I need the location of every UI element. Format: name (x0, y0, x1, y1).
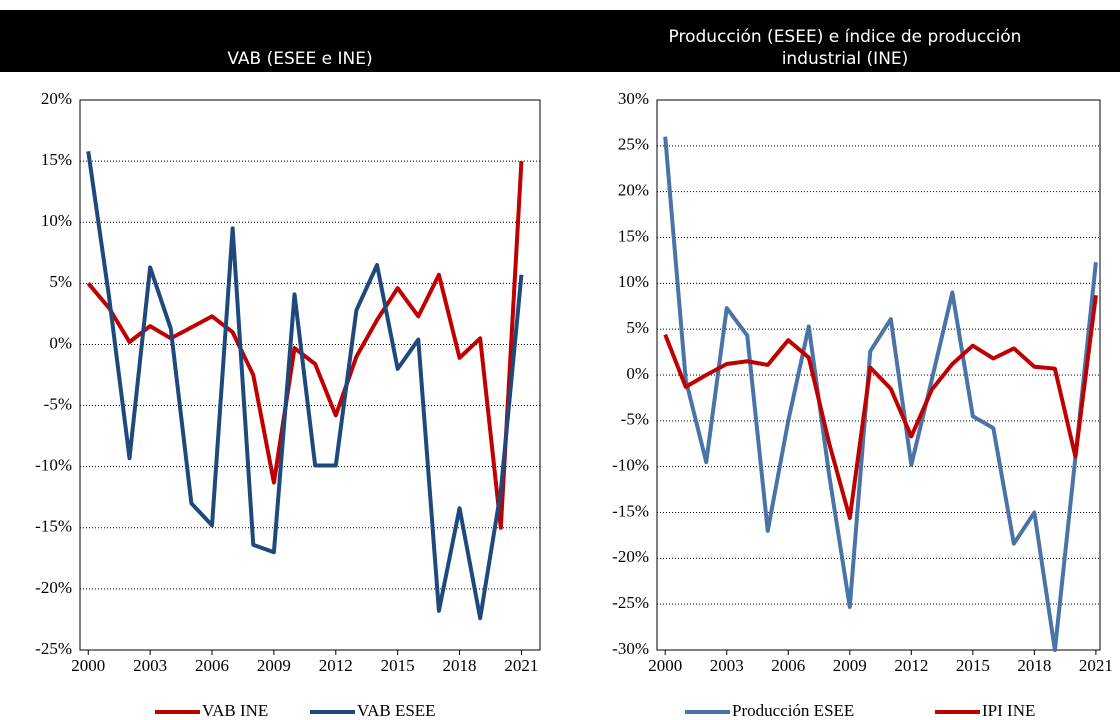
x-tick-label: 2018 (1017, 656, 1051, 675)
y-tick-label: -15% (612, 501, 649, 520)
y-tick-label: 20% (618, 181, 649, 200)
y-tick-label: -25% (612, 593, 649, 612)
y-tick-label: -20% (35, 578, 72, 597)
legend-label: IPI INE (982, 701, 1035, 720)
series-line (86, 151, 524, 621)
x-tick-label: 2009 (257, 656, 291, 675)
y-tick-label: -5% (44, 394, 72, 413)
x-tick-label: 2006 (771, 656, 805, 675)
y-tick-label: 5% (626, 318, 649, 337)
series-line (86, 160, 524, 530)
x-tick-label: 2000 (648, 656, 682, 675)
x-tick-label: 2003 (710, 656, 744, 675)
y-tick-label: -10% (612, 456, 649, 475)
plot-frame (656, 99, 1101, 651)
x-tick-label: 2021 (504, 656, 538, 675)
legend-label: Producción ESEE (732, 701, 854, 720)
y-tick-label: 10% (618, 272, 649, 291)
chart-title: Producción (ESEE) e índice de producción… (668, 27, 1022, 69)
y-tick-label: 25% (618, 135, 649, 154)
x-tick-label: 2003 (133, 656, 167, 675)
x-tick-label: 2006 (195, 656, 229, 675)
y-tick-label: 0% (626, 364, 649, 383)
title-band: VAB (ESEE e INE) Producción (ESEE) e índ… (0, 10, 1120, 72)
y-tick-label: 30% (618, 89, 649, 108)
series-line (663, 294, 1098, 520)
x-tick-label: 2015 (956, 656, 990, 675)
plot-frame (79, 99, 541, 651)
x-tick-label: 2012 (319, 656, 353, 675)
y-tick-label: -5% (621, 410, 649, 429)
legend-label: VAB ESEE (357, 701, 436, 720)
legend-label: VAB INE (202, 701, 268, 720)
y-tick-label: -10% (35, 456, 72, 475)
x-tick-label: 2018 (443, 656, 477, 675)
chart-title: VAB (ESEE e INE) (227, 49, 373, 69)
y-tick-label: 15% (618, 226, 649, 245)
y-tick-label: 15% (41, 150, 72, 169)
y-tick-label: 10% (41, 211, 72, 230)
x-tick-label: 2012 (894, 656, 928, 675)
x-tick-label: 2021 (1079, 656, 1113, 675)
x-tick-label: 2000 (71, 656, 105, 675)
y-tick-label: -30% (612, 639, 649, 658)
series-line (663, 136, 1098, 652)
y-tick-label: -25% (35, 639, 72, 658)
y-tick-label: 0% (49, 333, 72, 352)
y-tick-label: 20% (41, 89, 72, 108)
x-tick-label: 2015 (381, 656, 415, 675)
y-tick-label: -15% (35, 517, 72, 536)
y-tick-label: -20% (612, 547, 649, 566)
y-tick-label: 5% (49, 272, 72, 291)
x-tick-label: 2009 (833, 656, 867, 675)
